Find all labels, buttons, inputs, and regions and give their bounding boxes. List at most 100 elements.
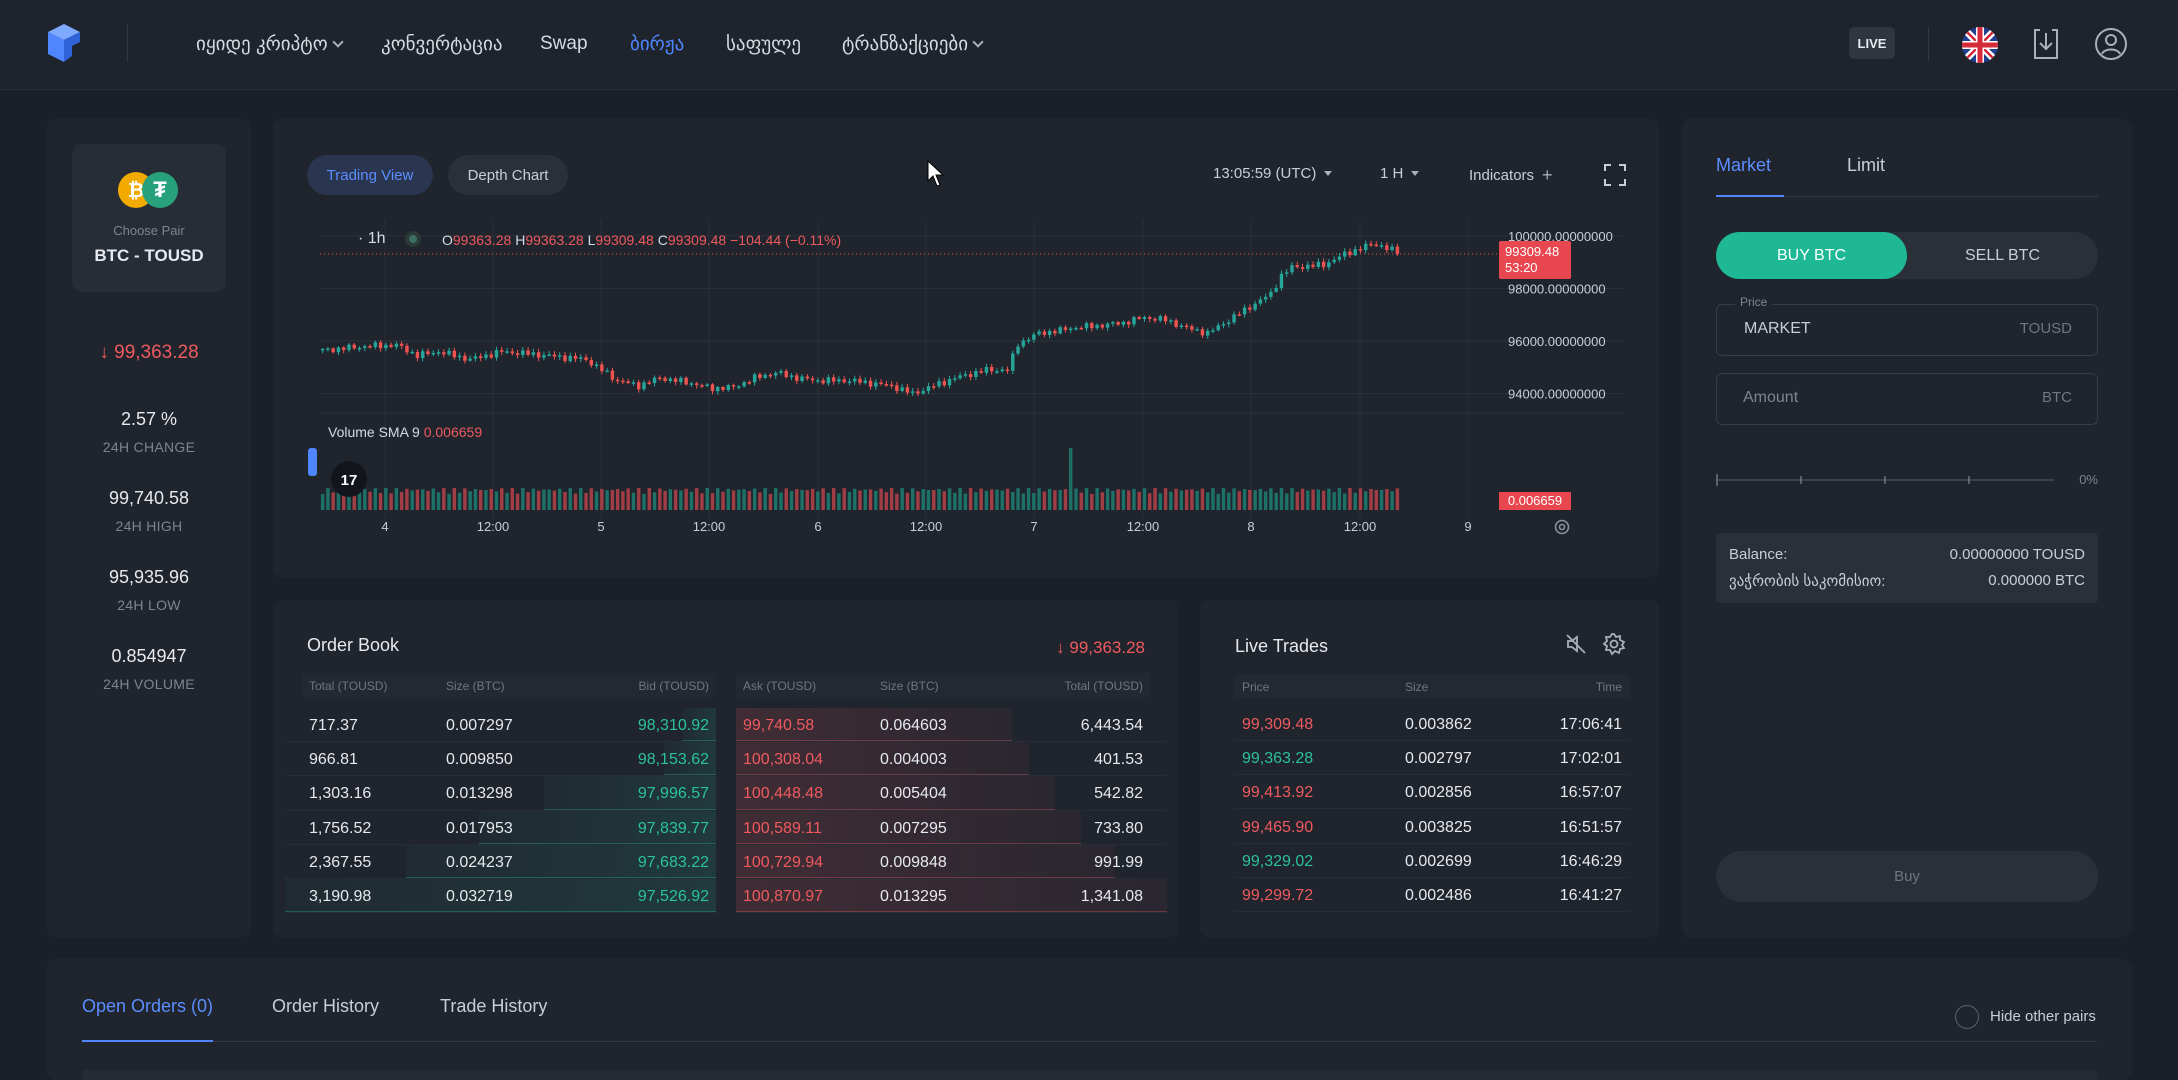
nav-wallet[interactable]: საფულე (726, 33, 801, 56)
uk-flag-icon[interactable] (1962, 27, 1998, 63)
bid-row[interactable]: 3,190.98 0.032719 97,526.92 (285, 879, 716, 914)
bid-row[interactable]: 966.81 0.009850 98,153.62 (285, 742, 716, 777)
choose-pair-label: Choose Pair (113, 223, 185, 238)
ask-row[interactable]: 100,870.97 0.013295 1,341.08 (736, 879, 1167, 914)
price-label: Price (1735, 295, 1773, 309)
nav-transactions[interactable]: ტრანზაქციები (842, 33, 984, 56)
panel-handle[interactable] (308, 448, 317, 476)
volume-bar (752, 488, 757, 510)
submit-buy-button[interactable]: Buy (1716, 851, 2098, 902)
volume-bar (1316, 489, 1321, 510)
candle-body (431, 352, 435, 355)
volume-bar (1242, 489, 1247, 510)
trade-size: 0.002856 (1405, 784, 1472, 802)
indicators-button[interactable]: Indicators + (1469, 165, 1553, 186)
tab-market[interactable]: Market (1716, 155, 1772, 175)
volume-bar (1163, 488, 1168, 510)
volume-bar (1248, 489, 1252, 510)
trade-size: 0.002797 (1405, 750, 1472, 768)
live-trades-panel (1200, 600, 1659, 937)
volume-bar (910, 488, 915, 510)
bid-row[interactable]: 2,367.55 0.024237 97,683.22 (285, 844, 716, 879)
tab-limit[interactable]: Limit (1847, 155, 1886, 175)
fullscreen-icon[interactable] (1603, 163, 1627, 187)
candle-body (1385, 245, 1389, 250)
nav-exchange[interactable]: ბირჟა (630, 33, 684, 56)
bid-row[interactable]: 717.37 0.007297 98,310.92 (285, 708, 716, 743)
candle-body (668, 378, 673, 382)
amount-slider[interactable] (1716, 472, 2055, 488)
candle-body (1053, 330, 1057, 334)
volume-bar (658, 488, 662, 510)
volume-bar (1016, 488, 1020, 510)
volume-bar (637, 488, 641, 510)
candle-body (421, 351, 425, 359)
price-unit: TOUSD (2019, 320, 2072, 337)
ask-row[interactable]: 100,448.48 0.005404 542.82 (736, 776, 1167, 811)
candle-body (542, 355, 546, 358)
trades-header-row: Price Size Time (1235, 674, 1629, 698)
candle-body (536, 352, 541, 358)
buy-side-button[interactable]: BUY BTC (1716, 232, 1907, 279)
tab-depth-chart[interactable]: Depth Chart (448, 155, 568, 195)
amount-field[interactable] (1716, 373, 2098, 425)
nav-buy-crypto[interactable]: იყიდე კრიპტო (196, 33, 344, 56)
volume-label: 24H VOLUME (103, 676, 195, 692)
ask-row[interactable]: 99,740.58 0.064603 6,443.54 (736, 708, 1167, 743)
trades-header-time: Time (1595, 680, 1622, 694)
candlestick-chart[interactable]: 100000.00000000 98000.00000000 96000.00000… (310, 220, 1630, 550)
logo-icon[interactable] (44, 22, 84, 64)
tab-open-orders[interactable]: Open Orders (0) (82, 996, 214, 1016)
candle-body (1279, 273, 1284, 289)
hide-pairs-checkbox[interactable] (1955, 1005, 1979, 1029)
volume-bar (363, 488, 367, 510)
ask-row[interactable]: 100,589.11 0.007295 733.80 (736, 810, 1167, 845)
candle-body (1306, 264, 1310, 269)
tab-trade-history[interactable]: Trade History (440, 996, 548, 1016)
nav-convert[interactable]: კონვერტაცია (381, 33, 503, 56)
candle-body (457, 355, 462, 358)
tab-trading-view[interactable]: Trading View (307, 155, 433, 195)
candle-body (1169, 320, 1173, 322)
price-field[interactable] (1716, 304, 2098, 356)
tradingview-logo-icon[interactable]: 17 (331, 461, 367, 497)
candle-body (526, 350, 530, 355)
interval-selector[interactable]: 1 H (1380, 165, 1420, 182)
nav-swap[interactable]: Swap (540, 33, 588, 55)
bid-row[interactable]: 1,303.16 0.013298 97,996.57 (285, 776, 716, 811)
timezone-selector[interactable]: 13:05:59 (UTC) (1213, 165, 1333, 182)
settings-dot-icon[interactable] (404, 230, 422, 248)
volume-tag: 0.006659 (1499, 492, 1571, 510)
candle-body (447, 350, 451, 355)
volume-bar (442, 488, 446, 510)
balance-value: 0.00000000 TOUSD (1949, 546, 2085, 563)
ask-total: 733.80 (1094, 819, 1143, 837)
trade-price: 99,465.90 (1242, 818, 1314, 836)
volume-bar (1390, 491, 1394, 510)
tab-order-history[interactable]: Order History (272, 996, 380, 1016)
live-trades-title: Live Trades (1235, 636, 1329, 656)
volume-bar (605, 490, 609, 510)
fee-label: ვაჭრობის საკომისიო: (1729, 573, 1886, 590)
ask-price: 100,729.94 (743, 853, 824, 871)
live-badge[interactable]: LIVE (1849, 27, 1895, 59)
candle-body (895, 385, 899, 392)
ask-row[interactable]: 100,308.04 0.004003 401.53 (736, 742, 1167, 777)
ask-row[interactable]: 100,729.94 0.009848 991.99 (736, 844, 1167, 879)
volume-bar (652, 492, 657, 510)
download-icon[interactable] (2033, 27, 2059, 61)
volume-bar (1190, 489, 1194, 510)
gear-icon[interactable] (1602, 632, 1626, 656)
pair-selector[interactable] (72, 144, 226, 292)
user-account-icon[interactable] (2094, 27, 2128, 61)
bid-row[interactable]: 1,756.52 0.017953 97,839.77 (285, 810, 716, 845)
sell-side-button[interactable]: SELL BTC (1965, 246, 2040, 264)
candle-body (700, 385, 704, 387)
mute-icon[interactable] (1565, 633, 1587, 655)
chart-settings-icon[interactable] (1554, 519, 1570, 535)
candle-body (1195, 329, 1199, 331)
volume-bar (700, 493, 704, 510)
orderbook-title: Order Book (307, 635, 400, 655)
volume-bar (557, 488, 562, 510)
candle-body (910, 391, 915, 393)
